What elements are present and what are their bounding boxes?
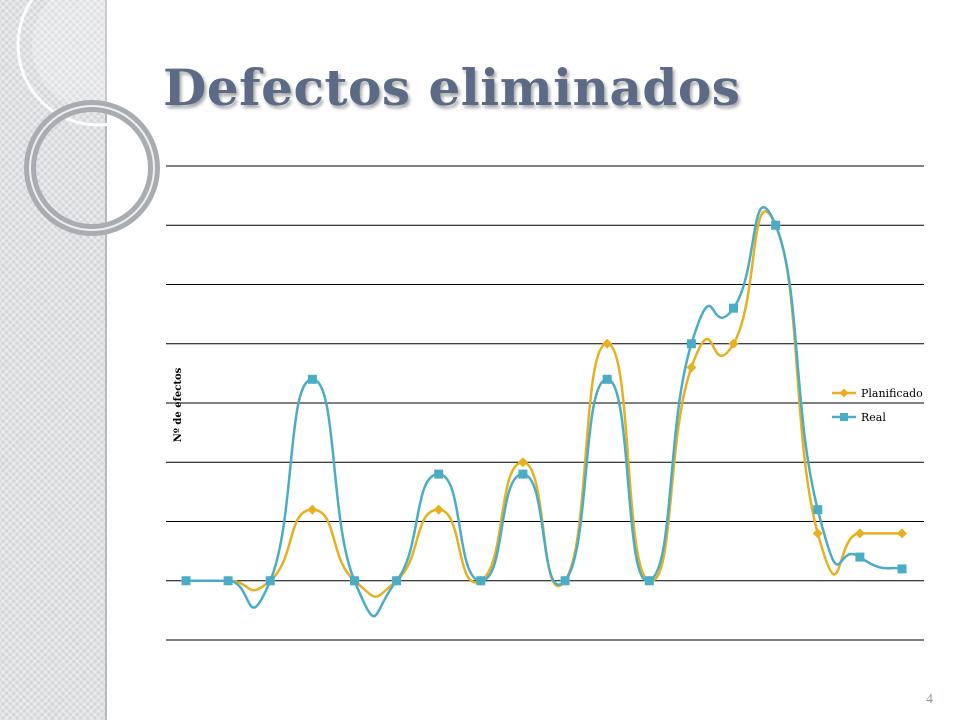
gridlines	[166, 165, 924, 641]
data-point-real	[434, 469, 444, 479]
data-point-planificado	[602, 338, 613, 349]
slide-title: Defectos eliminados	[163, 58, 741, 117]
data-point-real	[771, 220, 781, 230]
legend-marker-planificado	[839, 388, 849, 398]
data-point-planificado	[897, 528, 907, 539]
data-point-real	[729, 303, 739, 313]
data-point-planificado	[307, 504, 318, 515]
data-point-real	[181, 576, 191, 586]
data-point-real	[644, 576, 654, 586]
series-line-real	[186, 206, 903, 618]
side-band-edge	[105, 0, 107, 720]
data-point-real	[560, 576, 570, 586]
data-point-real	[265, 576, 275, 586]
data-point-real	[686, 339, 696, 349]
data-point-planificado	[433, 504, 444, 515]
data-point-real	[813, 505, 823, 515]
chart-legend: Planificado Real	[832, 387, 923, 424]
data-point-real	[349, 576, 359, 586]
legend-label-planificado: Planificado	[861, 387, 923, 400]
data-point-planificado	[686, 362, 697, 373]
data-point-real	[518, 469, 528, 479]
data-point-real	[392, 576, 402, 586]
data-point-real	[897, 564, 907, 574]
data-point-planificado	[812, 528, 823, 539]
data-point-real	[223, 576, 233, 586]
data-point-real	[476, 576, 486, 586]
data-point-planificado	[517, 457, 528, 468]
series-markers	[181, 220, 907, 586]
y-axis-label: Nº de efectos	[173, 367, 184, 442]
legend-label-real: Real	[861, 411, 886, 424]
data-point-planificado	[728, 338, 739, 349]
series-lines	[186, 206, 903, 618]
page-number: 4	[926, 692, 933, 707]
data-point-real	[602, 374, 612, 384]
data-point-real	[855, 552, 865, 562]
legend-marker-real	[840, 413, 848, 421]
data-point-planificado	[854, 528, 865, 539]
data-point-real	[307, 374, 317, 384]
